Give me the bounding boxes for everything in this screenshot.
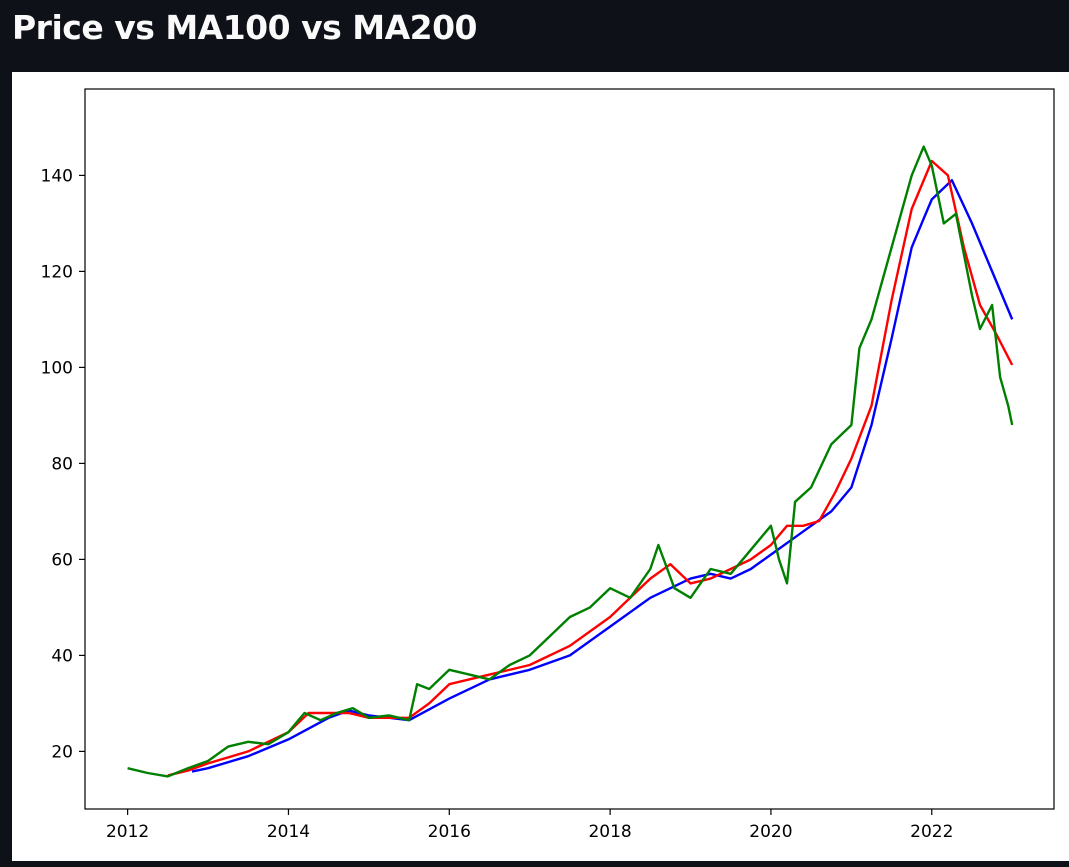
x-tick-label: 2022 [910, 822, 953, 842]
x-axis: 2012 2014 2016 2018 2020 2022 [106, 809, 953, 842]
series-group [127, 145, 1014, 778]
x-tick-label: 2018 [588, 822, 631, 842]
ma200-line [191, 178, 1014, 773]
line-chart: 2012 2014 2016 2018 2020 2022 20 40 60 80 100 120 1… [41, 88, 1055, 842]
x-tick-label: 2020 [749, 822, 792, 842]
y-tick-label: 40 [51, 646, 73, 666]
y-tick-label: 80 [51, 454, 73, 474]
x-tick-label: 2012 [106, 822, 149, 842]
ma100-line [167, 159, 1014, 777]
chart-container: 2012 2014 2016 2018 2020 2022 20 40 60 80 100 120 1… [12, 72, 1069, 861]
y-axis: 20 40 60 80 100 120 140 [41, 166, 85, 762]
y-tick-label: 140 [41, 166, 73, 186]
price-line [127, 145, 1014, 778]
plot-area [84, 88, 1055, 810]
y-tick-label: 100 [41, 358, 73, 378]
x-tick-label: 2016 [428, 822, 471, 842]
y-tick-label: 20 [51, 742, 73, 762]
y-tick-label: 120 [41, 262, 73, 282]
page-title: Price vs MA100 vs MA200 [12, 8, 478, 47]
y-tick-label: 60 [51, 550, 73, 570]
x-tick-label: 2014 [267, 822, 310, 842]
